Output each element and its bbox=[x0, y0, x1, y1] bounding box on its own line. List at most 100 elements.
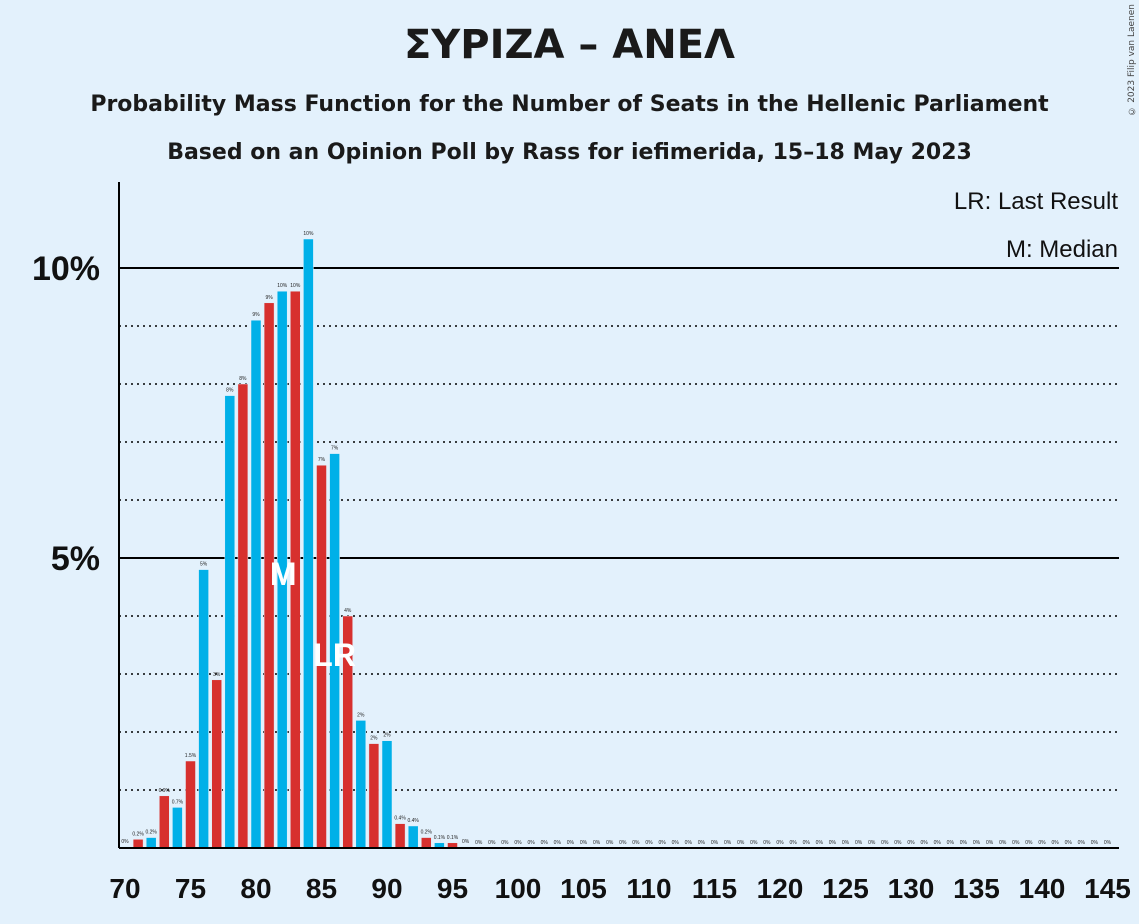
x-tick-label: 110 bbox=[626, 873, 671, 904]
gridlines bbox=[119, 267, 1119, 791]
bar-value-label: 0% bbox=[881, 840, 889, 846]
bar bbox=[394, 823, 406, 849]
bar-value-label: 0.4% bbox=[394, 816, 406, 822]
bar bbox=[250, 319, 262, 849]
bar-value-label: 0.1% bbox=[447, 835, 459, 841]
bar bbox=[211, 679, 222, 849]
bar bbox=[185, 760, 196, 849]
bar bbox=[407, 825, 419, 849]
bar-value-label: 0% bbox=[1012, 840, 1020, 846]
bar-value-label: 5% bbox=[200, 562, 208, 568]
bar-value-label: 0% bbox=[1051, 840, 1059, 846]
bar-value-label: 0.2% bbox=[421, 830, 433, 836]
axes bbox=[118, 182, 1119, 849]
bar bbox=[355, 720, 367, 849]
bar-value-label: 0% bbox=[868, 840, 876, 846]
bar-value-label: 0% bbox=[1091, 840, 1099, 846]
bar-value-label: 0% bbox=[685, 840, 693, 846]
bar-value-label: 0% bbox=[541, 840, 549, 846]
bar-value-label: 0% bbox=[527, 840, 535, 846]
bar-value-label: 0.2% bbox=[145, 830, 157, 836]
bar-value-label: 0% bbox=[829, 840, 837, 846]
bar bbox=[145, 837, 157, 849]
bar-value-label: 1.5% bbox=[185, 753, 197, 759]
bar-value-label: 0% bbox=[894, 840, 902, 846]
x-tick-label: 115 bbox=[692, 873, 737, 904]
bar-value-label: 0% bbox=[606, 840, 614, 846]
bar-value-label: 0% bbox=[462, 839, 470, 845]
bar-value-label: 8% bbox=[239, 376, 247, 382]
bar-value-label: 8% bbox=[226, 388, 234, 394]
bar-value-label: 0% bbox=[645, 840, 653, 846]
bar-value-label: 0% bbox=[554, 840, 562, 846]
bar-value-label: 0% bbox=[1104, 840, 1112, 846]
bar-value-label: 0% bbox=[907, 840, 915, 846]
chart-title: ΣΥΡΙΖΑ – ΑΝΕΛ bbox=[403, 22, 735, 68]
bar-value-label: 0% bbox=[803, 840, 811, 846]
bar bbox=[159, 795, 170, 849]
bar-value-label: 0% bbox=[934, 840, 942, 846]
bar-value-label: 2% bbox=[370, 736, 378, 742]
bar-value-label: 10% bbox=[290, 283, 301, 289]
bar-value-label: 0.9% bbox=[159, 788, 171, 794]
bar bbox=[368, 743, 380, 849]
bar-value-label: 0% bbox=[475, 840, 483, 846]
bar-value-label: 4% bbox=[344, 608, 352, 614]
bar-value-label: 0% bbox=[632, 840, 640, 846]
bar-value-label: 0.1% bbox=[434, 835, 446, 841]
bar-labels: 0%0.2% 0.2%0.9%0.7%1.5%5%3%8%8%9%9%10% 10%… bbox=[121, 231, 1111, 846]
bar-value-label: 0% bbox=[920, 840, 928, 846]
bar-value-label: 0% bbox=[960, 840, 968, 846]
bar-value-label: 0% bbox=[737, 840, 745, 846]
chart-source: Based on an Opinion Poll by Rass for ief… bbox=[167, 140, 972, 165]
bar-value-label: 0.2% bbox=[132, 831, 144, 837]
bar-value-label: 0% bbox=[986, 840, 994, 846]
bar-value-label: 0% bbox=[121, 839, 129, 845]
bar-value-label: 0% bbox=[501, 840, 509, 846]
bar-value-label: 0.4% bbox=[407, 818, 419, 824]
bar-value-label: 0% bbox=[593, 840, 601, 846]
x-tick-label: 90 bbox=[371, 873, 402, 904]
median-marker: M bbox=[270, 556, 297, 592]
x-tick-label: 75 bbox=[175, 873, 206, 904]
bar-value-label: 0% bbox=[711, 840, 719, 846]
bar-value-label: 0% bbox=[1065, 840, 1073, 846]
x-tick-label: 120 bbox=[757, 873, 804, 904]
y-tick-label: 10% bbox=[32, 250, 100, 288]
bar bbox=[132, 839, 144, 849]
bar bbox=[303, 238, 314, 849]
bar-value-label: 9% bbox=[265, 295, 273, 301]
bar-value-label: 0% bbox=[1025, 840, 1033, 846]
bar-value-label: 0% bbox=[1078, 840, 1086, 846]
x-tick-label: 100 bbox=[495, 873, 542, 904]
chart-subtitle: Probability Mass Function for the Number… bbox=[90, 92, 1049, 117]
bar-value-label: 0% bbox=[816, 840, 824, 846]
x-tick-label: 95 bbox=[437, 873, 468, 904]
bar-value-label: 0% bbox=[514, 840, 522, 846]
bar-value-label: 0% bbox=[973, 840, 981, 846]
bar-value-label: 0% bbox=[698, 840, 706, 846]
bar bbox=[381, 740, 393, 849]
x-tick-label: 70 bbox=[109, 873, 140, 904]
bar-value-label: 0% bbox=[855, 840, 863, 846]
bar-value-label: 0% bbox=[1038, 840, 1046, 846]
bar bbox=[224, 395, 236, 849]
legend-median: M: Median bbox=[1006, 236, 1118, 263]
bars bbox=[119, 238, 471, 849]
bar bbox=[421, 837, 432, 849]
x-axis-labels: 70 75 80 85 90 95 100 105 110 115 120 125 130 135 140 1… bbox=[109, 873, 1130, 904]
bar-value-label: 0.7% bbox=[172, 799, 184, 805]
bar-value-label: 0% bbox=[763, 840, 771, 846]
y-tick-label: 5% bbox=[51, 540, 100, 578]
bar-value-label: 0% bbox=[619, 840, 627, 846]
bar-value-label: 0% bbox=[789, 840, 797, 846]
x-tick-label: 80 bbox=[240, 873, 271, 904]
bar-value-label: 2% bbox=[383, 733, 391, 739]
x-tick-label: 145 bbox=[1084, 873, 1131, 904]
bar-value-label: 0% bbox=[580, 840, 588, 846]
bar bbox=[172, 807, 183, 849]
bar-value-label: 2% bbox=[357, 712, 365, 718]
bar-value-label: 0% bbox=[842, 840, 850, 846]
x-tick-label: 125 bbox=[822, 873, 869, 904]
